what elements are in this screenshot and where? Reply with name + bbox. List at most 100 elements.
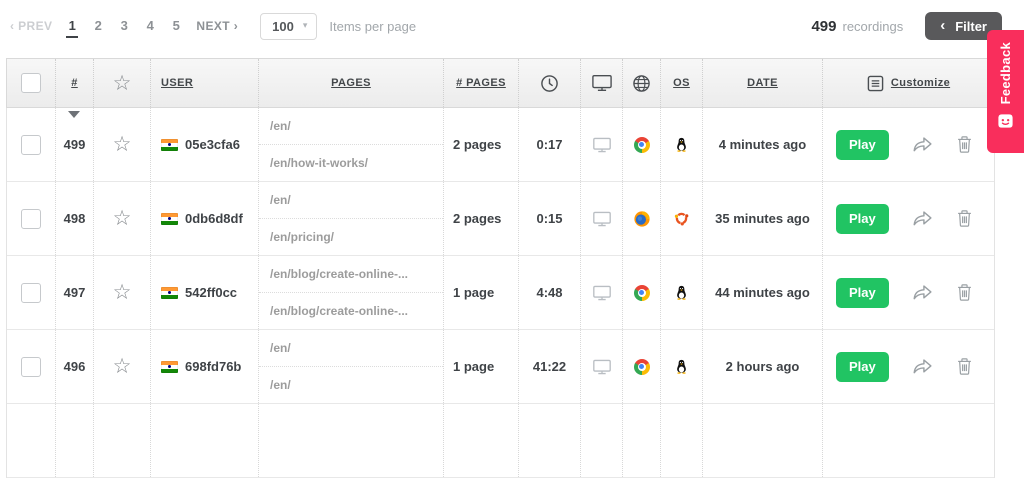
monitor-icon[interactable] [591, 74, 612, 92]
desktop-icon [592, 285, 611, 301]
page-number-1[interactable]: 1 [66, 15, 79, 38]
header-number-label[interactable]: # [71, 77, 78, 89]
clock-icon[interactable] [540, 74, 559, 93]
row-browser-cell [623, 256, 661, 329]
page-number-2[interactable]: 2 [94, 17, 103, 33]
page-url: /en/blog/create-online-... [270, 304, 409, 318]
customize-label: Customize [890, 77, 951, 89]
star-icon[interactable]: ☆ [112, 206, 132, 230]
row-checkbox[interactable] [21, 356, 41, 377]
user-id: 698fd76b [185, 359, 242, 374]
chrome-icon [633, 358, 650, 375]
row-os-cell [661, 108, 703, 181]
header-date-label[interactable]: DATE [747, 77, 778, 89]
feedback-tab[interactable]: Feedback [987, 30, 1024, 153]
trash-icon[interactable] [956, 357, 973, 376]
table-row[interactable]: 497 ☆ 542ff0cc /en/blog/create-online-..… [7, 256, 994, 330]
share-icon[interactable] [912, 283, 933, 302]
trash-icon[interactable] [956, 209, 973, 228]
row-date-cell: 35 minutes ago [703, 182, 823, 255]
share-icon[interactable] [912, 357, 933, 376]
page-url: /en/ [259, 108, 443, 145]
sort-direction-icon[interactable] [68, 111, 80, 118]
row-select-cell [7, 330, 56, 403]
ubuntu-icon [674, 211, 689, 226]
user-id: 542ff0cc [185, 285, 238, 300]
play-button[interactable]: Play [836, 277, 889, 308]
page-number-5[interactable]: 5 [172, 17, 181, 33]
row-checkbox[interactable] [21, 208, 41, 229]
row-select-cell [7, 256, 56, 329]
row-page-count-cell: 1 page [444, 256, 519, 329]
row-number-cell: 496 [56, 330, 94, 403]
row-user-cell: 698fd76b [151, 330, 259, 403]
trash-icon[interactable] [956, 135, 973, 154]
header-browser [623, 59, 661, 107]
star-icon[interactable]: ☆ [112, 280, 132, 304]
row-checkbox[interactable] [21, 134, 41, 155]
star-icon[interactable]: ☆ [112, 132, 132, 156]
play-button[interactable]: Play [836, 351, 889, 382]
row-star-cell: ☆ [94, 108, 151, 181]
filter-button[interactable]: ‹ Filter [925, 12, 1002, 40]
page-url: /en/ [259, 182, 443, 219]
row-device-cell [581, 256, 623, 329]
smiley-bubble-icon [996, 112, 1015, 135]
row-date-cell: 4 minutes ago [703, 108, 823, 181]
row-page-count-cell: 1 page [444, 330, 519, 403]
chrome-icon [633, 284, 650, 301]
share-icon[interactable] [912, 209, 933, 228]
row-os-cell [661, 330, 703, 403]
row-checkbox[interactable] [21, 282, 41, 303]
india-flag-icon [161, 360, 178, 373]
play-button[interactable]: Play [836, 129, 889, 160]
star-icon[interactable]: ☆ [112, 70, 132, 95]
items-per-page-select[interactable]: 100 ▾ [260, 12, 318, 40]
linux-icon [675, 285, 688, 300]
header-device [581, 59, 623, 107]
row-duration-cell: 0:15 [519, 182, 581, 255]
table-header: # ☆ USER PAGES # PAGES OS DATE [6, 58, 995, 108]
row-device-cell [581, 182, 623, 255]
table-row[interactable]: 499 ☆ 05e3cfa6 /en/ /en/how-it-works/ 2 … [7, 108, 994, 182]
pagination-next[interactable]: NEXT › [196, 19, 239, 33]
recording-date: 35 minutes ago [715, 211, 810, 226]
star-icon[interactable]: ☆ [112, 354, 132, 378]
header-page-count-label[interactable]: # PAGES [456, 77, 506, 89]
trash-icon[interactable] [956, 283, 973, 302]
page-number-3[interactable]: 3 [120, 17, 129, 33]
user-id: 05e3cfa6 [185, 137, 240, 152]
row-user-cell: 542ff0cc [151, 256, 259, 329]
duration: 41:22 [532, 359, 567, 374]
header-os-label[interactable]: OS [673, 77, 690, 89]
recordings-count: 499 recordings [811, 18, 903, 35]
row-user-cell: 0db6d8df [151, 182, 259, 255]
row-actions-cell: Play [823, 108, 994, 181]
play-button[interactable]: Play [836, 203, 889, 234]
row-device-cell [581, 108, 623, 181]
page-count: 1 page [453, 359, 495, 374]
table-row[interactable]: 496 ☆ 698fd76b /en/ /en/ 1 page 41:22 2 … [7, 330, 994, 404]
table-row[interactable]: 498 ☆ 0db6d8df /en/ /en/pricing/ 2 pages… [7, 182, 994, 256]
row-date-cell: 2 hours ago [703, 330, 823, 403]
row-page-count-cell: 2 pages [444, 182, 519, 255]
filter-button-label: Filter [955, 18, 987, 34]
customize-control[interactable]: Customize [867, 75, 950, 92]
header-pages-label[interactable]: PAGES [331, 77, 371, 89]
recording-date: 2 hours ago [725, 359, 800, 374]
row-os-cell [661, 182, 703, 255]
page-number-4[interactable]: 4 [146, 17, 155, 33]
header-customize: Customize [823, 59, 994, 107]
share-icon[interactable] [912, 135, 933, 154]
row-actions-cell: Play [823, 330, 994, 403]
header-user-label[interactable]: USER [161, 77, 194, 89]
select-all-checkbox[interactable] [21, 73, 41, 93]
row-browser-cell [623, 108, 661, 181]
pagination-prev[interactable]: ‹ PREV [10, 19, 53, 33]
row-actions-cell: Play [823, 256, 994, 329]
globe-icon[interactable] [632, 74, 651, 93]
recording-number: 498 [63, 211, 86, 226]
user-id: 0db6d8df [185, 211, 243, 226]
